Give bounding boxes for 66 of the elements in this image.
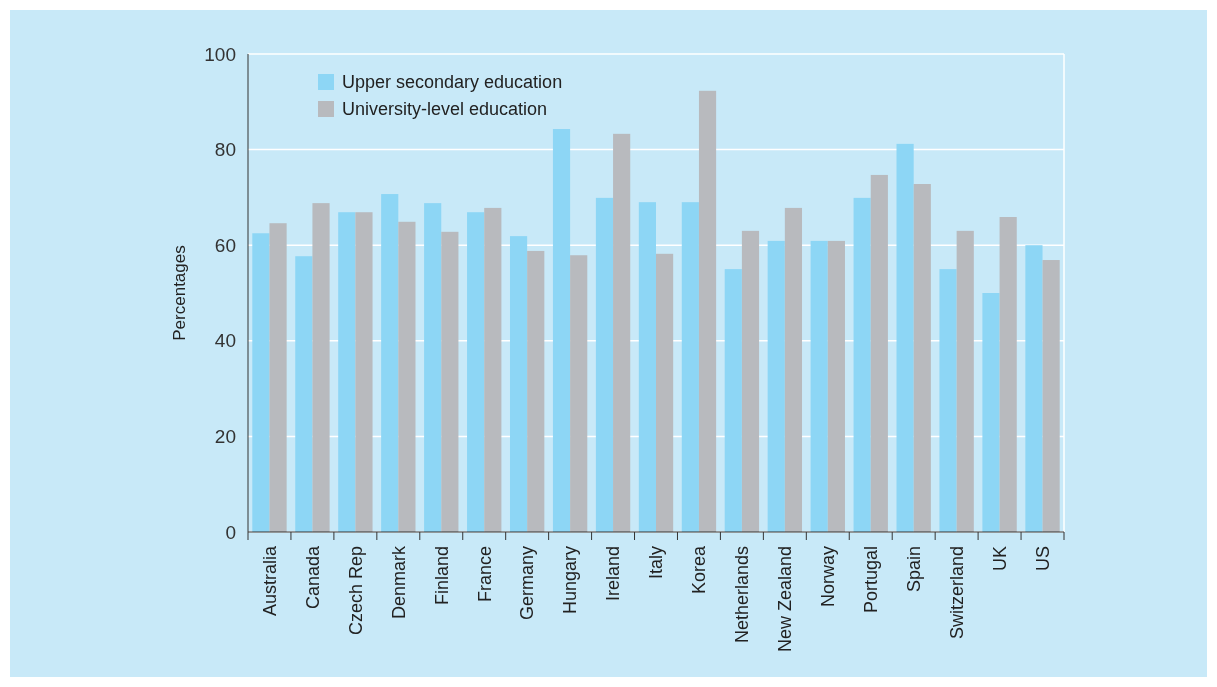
legend-label: Upper secondary education (342, 72, 563, 93)
bar (638, 202, 656, 532)
x-tick-label: Germany (517, 546, 538, 621)
bar (896, 143, 914, 532)
x-tick-label: France (474, 546, 495, 603)
x-tick-label: Ireland (603, 546, 624, 602)
bar (467, 212, 485, 532)
y-tick-label: 80 (214, 139, 236, 161)
x-tick-label: Finland (431, 546, 452, 606)
x-tick-label: Netherlands (732, 546, 753, 644)
bar (484, 207, 502, 532)
bar (956, 230, 974, 532)
x-tick-label: Portugal (861, 546, 882, 614)
legend-label: University-level education (342, 99, 548, 120)
bar (552, 129, 571, 532)
x-tick-label: Denmark (388, 545, 409, 620)
bar (681, 202, 699, 532)
bar (527, 250, 545, 532)
bar (853, 197, 871, 532)
y-tick-label: 60 (214, 234, 236, 256)
bar (613, 133, 631, 532)
bar (355, 212, 373, 532)
x-tick-label: Czech Rep (345, 546, 366, 636)
bar (424, 203, 442, 532)
bar (913, 184, 931, 532)
bar (398, 221, 416, 532)
y-axis-title: Percentages (170, 245, 189, 341)
bar (570, 255, 588, 532)
bar (939, 269, 957, 532)
y-tick-label: 100 (204, 43, 236, 65)
bar (509, 236, 528, 532)
bar (698, 90, 717, 532)
x-tick-label: Hungary (560, 546, 581, 615)
x-tick-label: New Zealand (775, 546, 796, 653)
x-tick-label: Korea (689, 545, 710, 595)
x-tick-label: Australia (259, 545, 280, 617)
bar (252, 233, 270, 532)
bar (656, 253, 674, 532)
bar (595, 197, 614, 532)
x-tick-label: Canada (302, 545, 323, 610)
bar (999, 217, 1017, 532)
bar (338, 212, 356, 532)
bar (810, 240, 828, 532)
bar (1042, 260, 1060, 532)
x-tick-label: Italy (646, 546, 667, 580)
bar (982, 293, 1000, 532)
y-tick-label: 20 (214, 426, 236, 448)
bar (295, 256, 313, 532)
bar (870, 174, 888, 532)
bar (381, 194, 399, 532)
bar (441, 231, 459, 532)
bar (724, 269, 742, 532)
bar (767, 240, 785, 532)
x-tick-label: Norway (818, 546, 839, 608)
bar (741, 230, 760, 532)
bar (269, 223, 287, 532)
x-tick-label: US (1032, 546, 1053, 572)
bar (312, 203, 330, 532)
x-tick-label: Spain (903, 546, 924, 593)
bar (827, 240, 845, 532)
x-tick-label: UK (989, 546, 1010, 572)
y-tick-label: 40 (214, 330, 236, 352)
x-tick-label: Switzerland (946, 546, 967, 640)
y-tick-label: 0 (225, 521, 236, 543)
bar (1025, 245, 1043, 532)
bar (784, 207, 803, 532)
